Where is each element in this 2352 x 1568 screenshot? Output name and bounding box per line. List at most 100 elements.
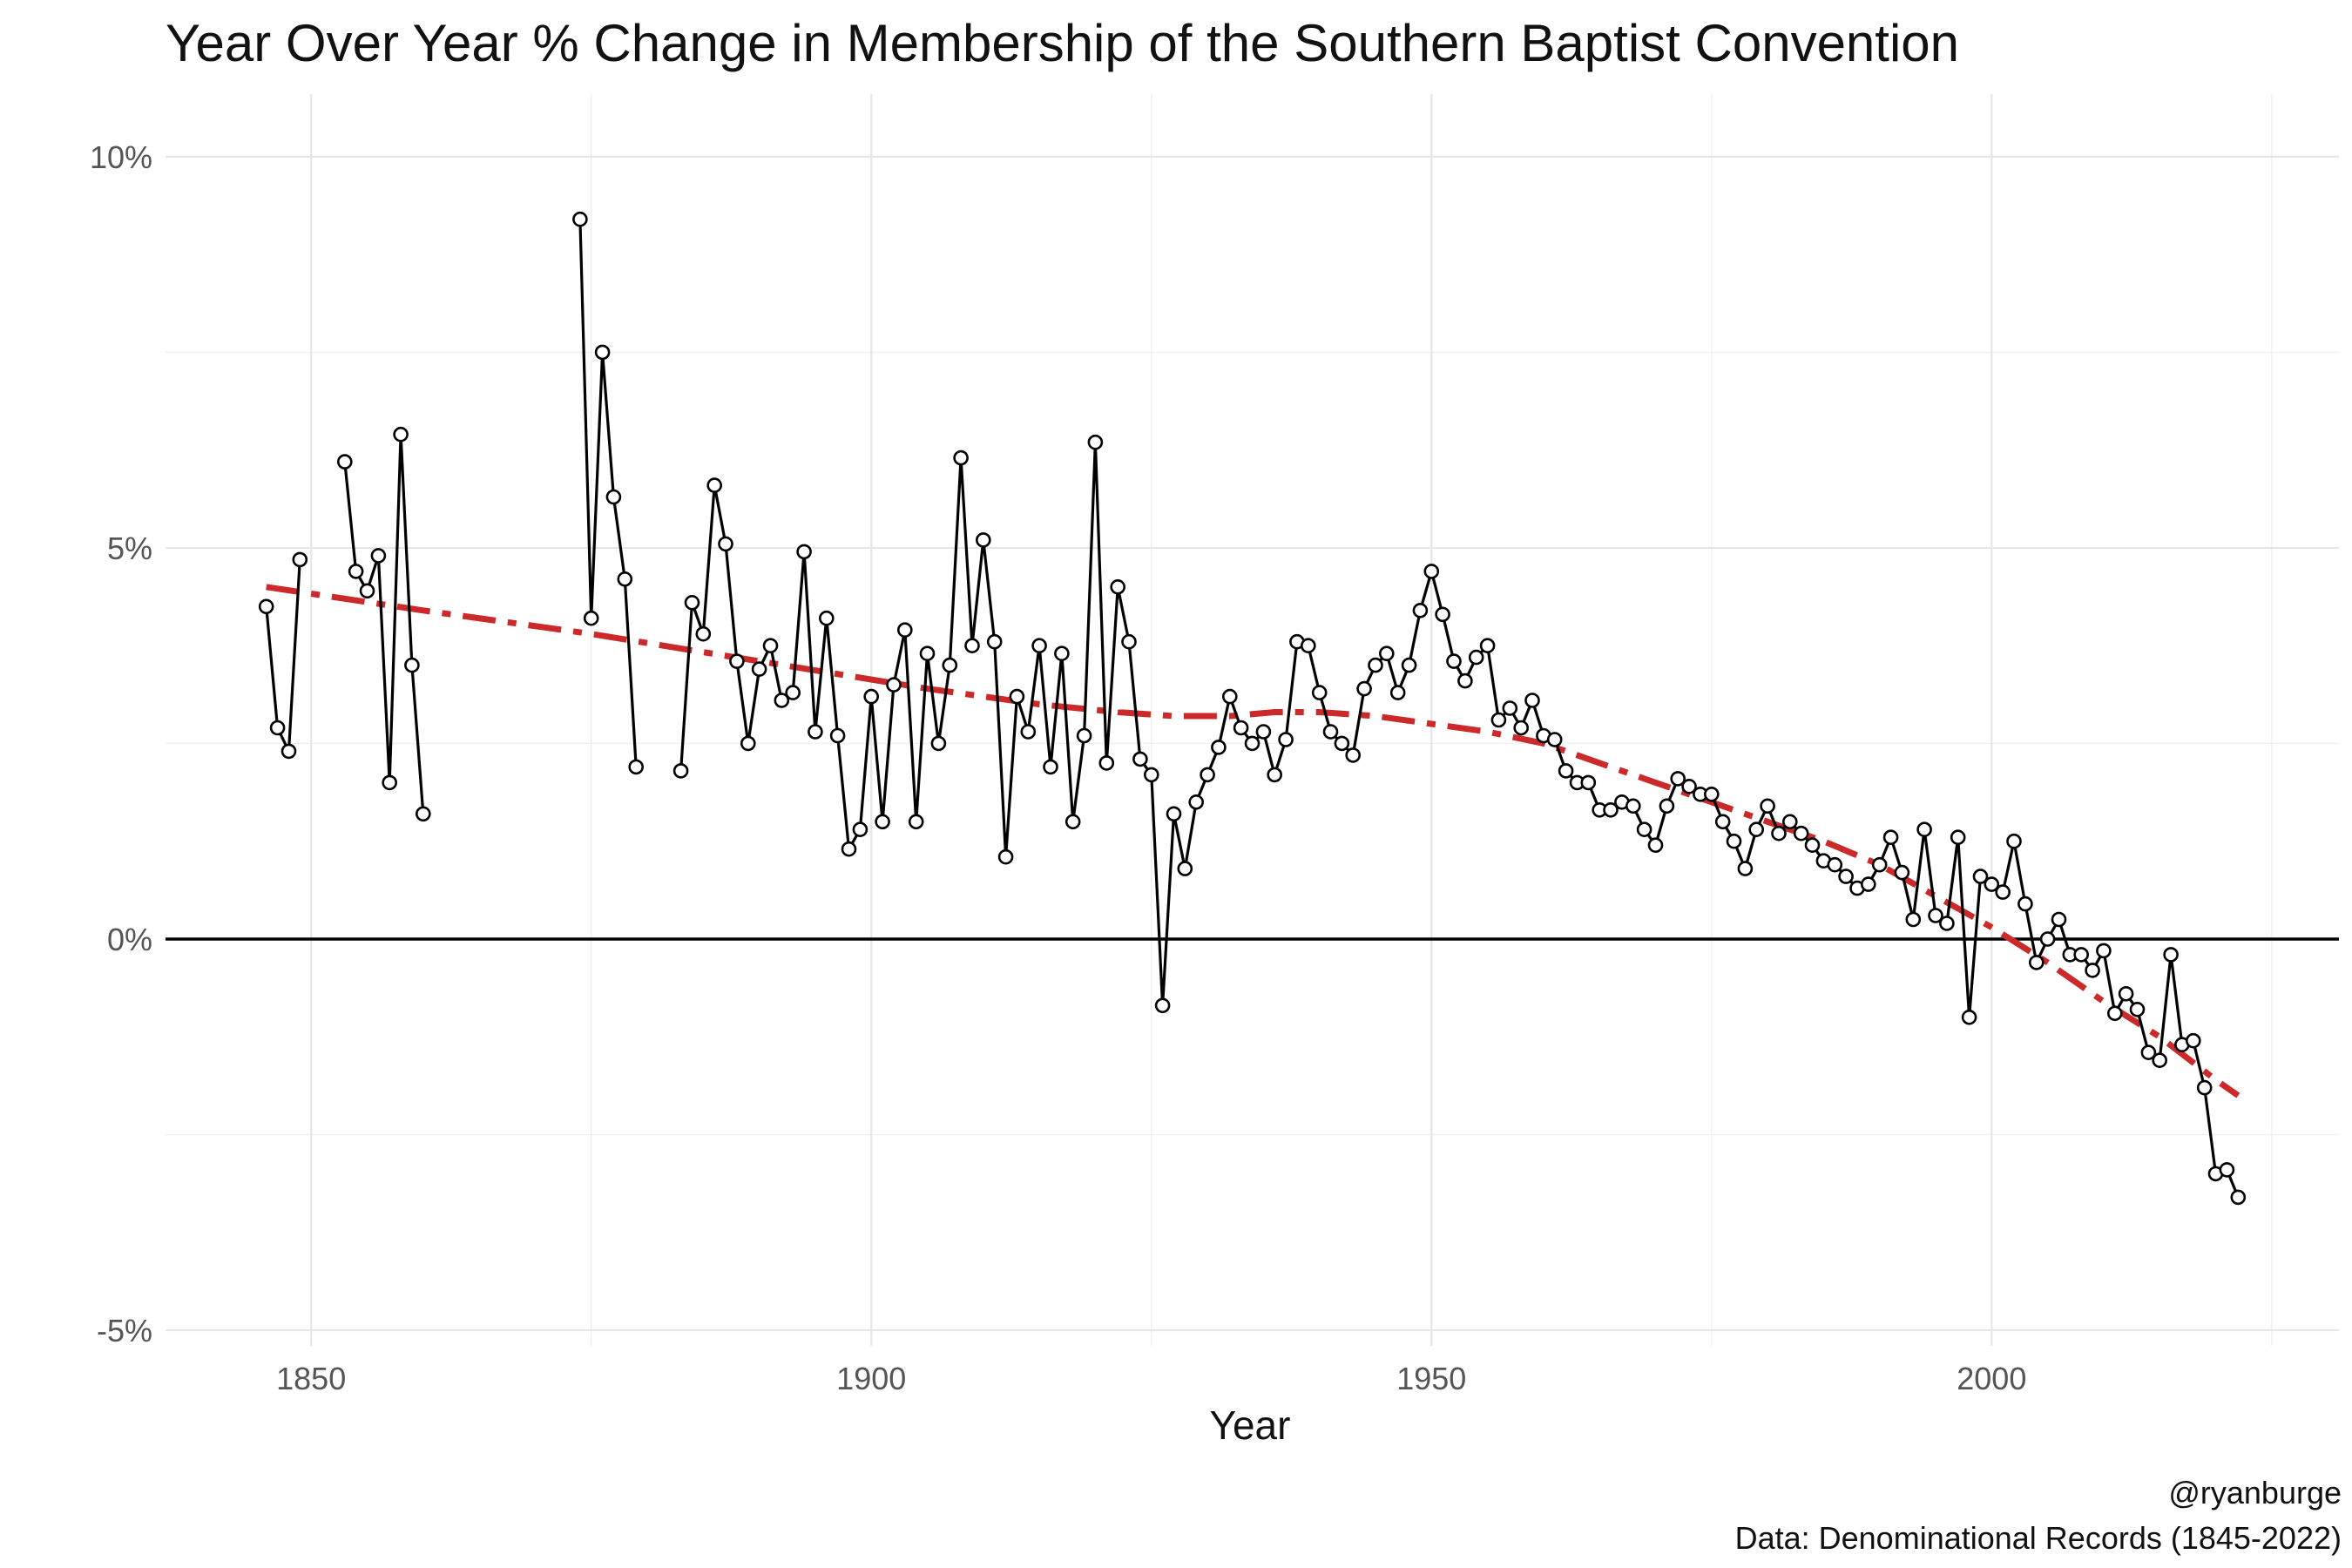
data-point: [1200, 767, 1215, 783]
data-points: [258, 211, 2247, 1206]
data-point: [2085, 963, 2100, 978]
y-tick-label: 0%: [107, 922, 152, 957]
chart-title: Year Over Year % Change in Membership of…: [166, 14, 1959, 72]
data-point: [1681, 778, 1697, 794]
trend-line: [266, 584, 2240, 1098]
data-point: [605, 489, 622, 505]
data-point: [1984, 876, 2000, 892]
data-point: [706, 477, 723, 493]
data-point: [1647, 837, 1664, 854]
data-point: [863, 688, 880, 705]
data-point: [1132, 751, 1148, 767]
data-point: [1144, 767, 1159, 783]
data-point: [2129, 1002, 2146, 1017]
data-point: [1412, 602, 1429, 618]
data-point: [1087, 434, 1104, 450]
series-path: [265, 219, 2240, 1199]
data-point: [1972, 868, 1989, 884]
data-point: [1905, 911, 1922, 928]
data-point: [875, 814, 890, 830]
data-point: [1020, 724, 1037, 740]
data-point: [359, 583, 375, 599]
data-point: [594, 344, 611, 361]
data-point: [1490, 712, 1507, 728]
data-point: [930, 735, 947, 752]
data-point: [695, 625, 712, 642]
data-point: [1379, 645, 1395, 662]
x-axis-label: Year: [1210, 1402, 1291, 1448]
data-point: [751, 661, 767, 677]
data-point: [1916, 821, 1932, 838]
data-point: [729, 653, 745, 669]
data-point: [1166, 806, 1182, 822]
data-point: [1524, 693, 1540, 708]
caption-handle: @ryanburge: [2168, 1475, 2342, 1511]
data-point: [404, 657, 420, 673]
data-point: [1054, 645, 1070, 662]
data-point: [258, 598, 274, 615]
data-point: [2219, 1162, 2235, 1178]
data-point: [1009, 688, 1025, 705]
data-point: [1961, 1010, 1977, 1025]
data-point: [997, 848, 1014, 865]
data-point: [1311, 685, 1328, 700]
data-point: [808, 724, 823, 740]
data-point: [280, 743, 297, 760]
data-point: [942, 657, 958, 673]
data-point: [1423, 564, 1440, 579]
data-point: [1760, 798, 1775, 814]
data-point: [617, 571, 633, 587]
data-point: [785, 685, 801, 700]
data-point: [1267, 767, 1282, 783]
data-point: [1995, 884, 2011, 900]
data-point: [1435, 606, 1450, 623]
x-tick-label: 1900: [836, 1361, 906, 1396]
data-point: [2051, 911, 2067, 928]
data-point: [818, 610, 835, 626]
data-point: [1154, 997, 1171, 1014]
data-point: [2006, 833, 2022, 849]
data-point: [1804, 837, 1821, 854]
data-point: [269, 720, 286, 736]
data-point: [1468, 649, 1484, 666]
data-point: [1479, 638, 1496, 654]
data-point: [370, 548, 387, 564]
data-point: [1031, 638, 1047, 654]
data-point: [1255, 724, 1272, 740]
data-point: [2017, 896, 2033, 912]
data-point: [1043, 759, 1058, 775]
caption-source: Data: Denominational Records (1845-2022): [1735, 1520, 2342, 1556]
data-point: [1064, 814, 1081, 830]
data-point: [684, 594, 700, 611]
data-point: [382, 774, 398, 791]
data-point: [1861, 876, 1876, 892]
data-point: [1368, 657, 1383, 673]
x-tick-label: 1950: [1396, 1361, 1466, 1396]
data-point: [1838, 868, 1854, 884]
data-point: [852, 821, 868, 838]
data-point: [1222, 688, 1238, 705]
data-point: [1894, 864, 1910, 881]
trend-path: [266, 584, 2240, 1098]
data-point: [1928, 908, 1943, 923]
data-point: [1301, 638, 1316, 654]
data-point: [841, 841, 857, 857]
data-point: [1659, 798, 1675, 814]
data-point: [796, 544, 812, 560]
data-point: [1513, 720, 1529, 736]
y-tick-label: 10%: [90, 139, 152, 175]
data-point: [1098, 755, 1115, 771]
data-point: [1401, 657, 1417, 673]
data-point: [2118, 986, 2134, 1002]
data-point: [1076, 727, 1092, 744]
data-point: [672, 763, 689, 779]
axes: 1850 1900 1950 2000 -5% 0% 5% 10%: [90, 139, 2339, 1396]
data-point: [628, 759, 645, 775]
data-point: [1177, 861, 1193, 876]
data-point: [1714, 814, 1731, 830]
data-point: [1278, 732, 1294, 747]
data-point: [2107, 1005, 2123, 1022]
data-point: [348, 564, 364, 579]
x-tick-label: 2000: [1957, 1361, 2026, 1396]
